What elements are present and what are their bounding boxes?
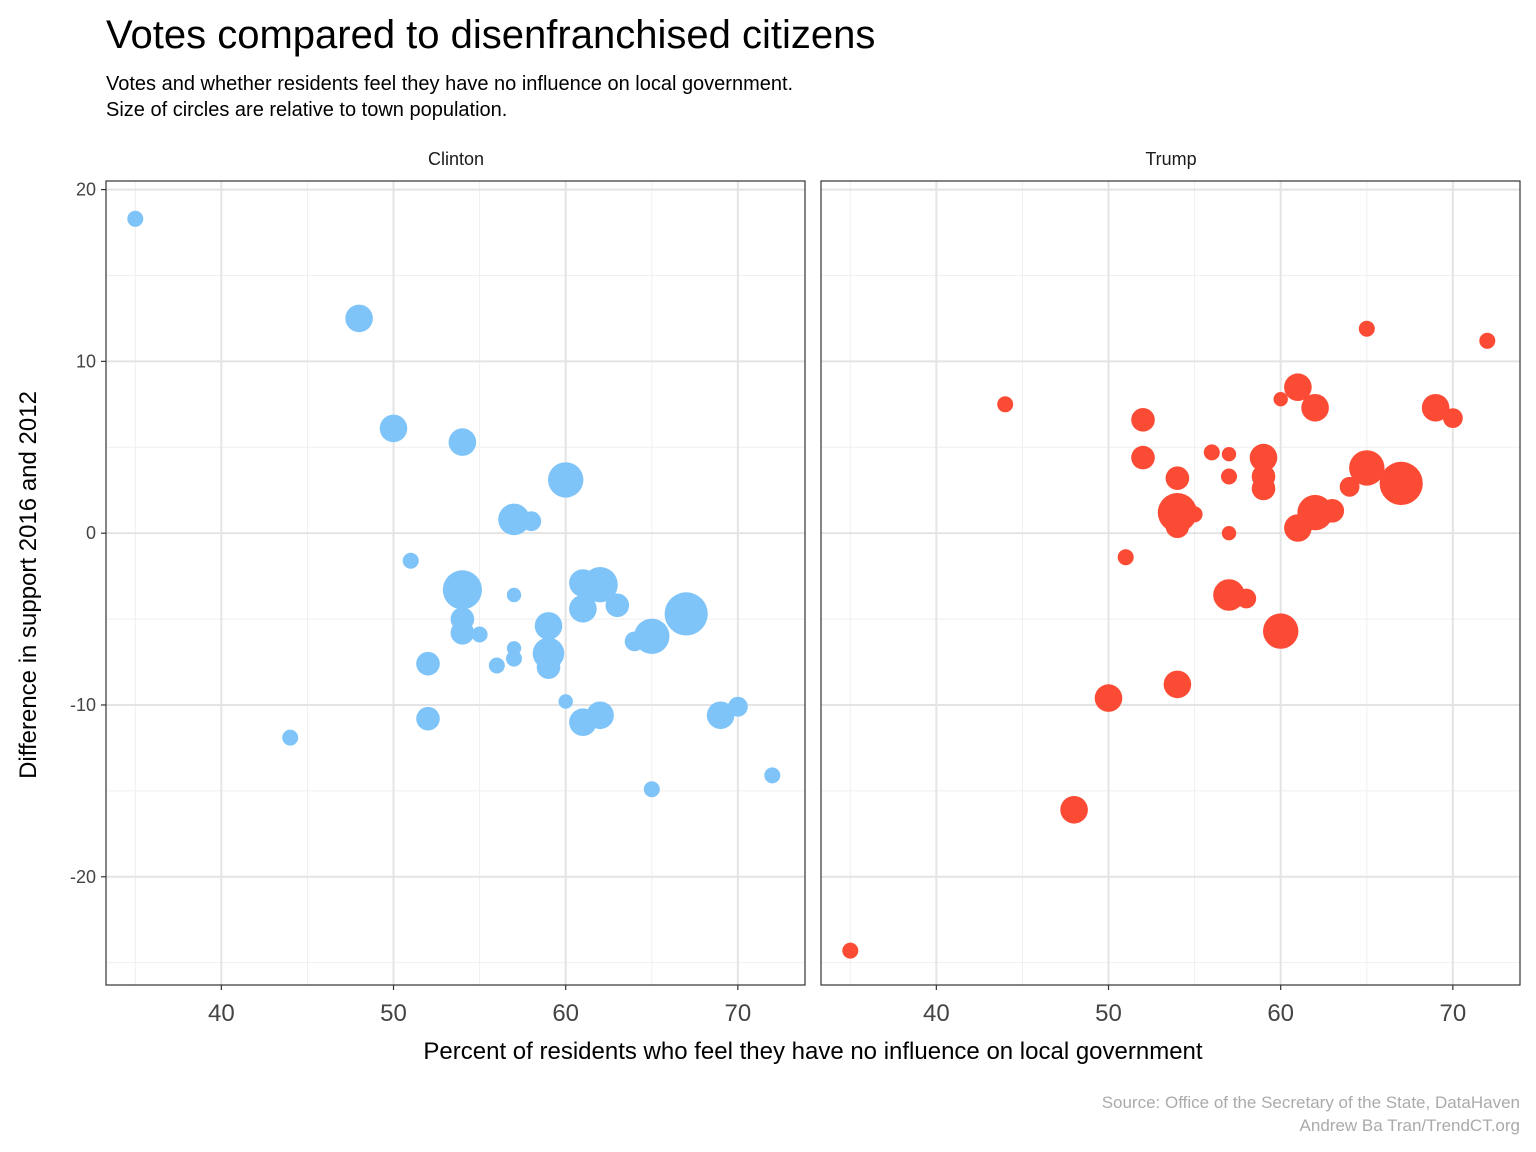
data-point-clinton: [764, 767, 781, 784]
points-clinton: [127, 210, 781, 798]
gridlines-trump: [821, 181, 1520, 985]
panel-clinton: Clinton: [105, 149, 806, 986]
data-point-trump: [1421, 394, 1450, 422]
y-tick-label: -20: [70, 867, 96, 887]
data-point-trump: [1273, 392, 1288, 407]
data-point-trump: [1349, 450, 1385, 486]
chart-title: Votes compared to disenfranchised citize…: [106, 13, 875, 57]
data-point-trump: [1117, 549, 1134, 566]
data-point-trump: [1443, 408, 1463, 428]
x-tick-label: 40: [923, 1000, 950, 1027]
points-trump: [842, 320, 1496, 959]
data-point-clinton: [558, 694, 573, 709]
data-point-trump: [1358, 320, 1375, 337]
strip-label-clinton: Clinton: [428, 149, 484, 169]
data-point-trump: [1339, 476, 1360, 497]
data-point-trump: [1094, 684, 1123, 712]
data-point-clinton: [706, 701, 735, 730]
data-point-clinton: [450, 621, 475, 645]
x-tick-label: 50: [1095, 1000, 1122, 1027]
caption-source: Source: Office of the Secretary of the S…: [1102, 1093, 1520, 1112]
data-point-clinton: [379, 414, 408, 443]
data-point-trump: [1320, 499, 1345, 523]
y-tick-label: 10: [76, 351, 96, 371]
data-point-trump: [997, 396, 1014, 413]
x-tick-label: 60: [552, 1000, 579, 1027]
data-point-trump: [1163, 670, 1192, 699]
data-point-trump: [1213, 579, 1245, 611]
data-point-clinton: [536, 655, 561, 679]
data-point-trump: [1165, 466, 1190, 491]
y-axis-ticks: 20 10 0 -10 -20: [70, 180, 106, 887]
data-point-trump: [1284, 514, 1312, 542]
caption-author: Andrew Ba Tran/TrendCT.org: [1300, 1116, 1520, 1135]
data-point-trump: [1221, 447, 1237, 462]
data-point-trump: [1203, 444, 1220, 461]
panel-frame-clinton: [105, 180, 806, 986]
x-tick-label: 70: [725, 1000, 752, 1027]
data-point-clinton: [548, 462, 584, 498]
x-tick-label: 50: [380, 1000, 407, 1027]
data-point-trump: [1301, 394, 1329, 422]
data-point-trump: [1284, 373, 1312, 402]
panel-trump: Trump: [820, 149, 1521, 986]
y-tick-label: 0: [86, 523, 96, 543]
chart-subtitle-line-2: Size of circles are relative to town pop…: [106, 99, 507, 121]
data-point-clinton: [416, 706, 440, 731]
data-point-clinton: [586, 701, 614, 730]
data-point-trump: [1131, 408, 1155, 432]
strip-label-trump: Trump: [1145, 149, 1196, 169]
data-point-clinton: [471, 626, 488, 643]
data-point-clinton: [282, 729, 299, 746]
data-point-clinton: [488, 657, 505, 674]
data-point-trump: [1221, 468, 1237, 485]
chart-subtitle-line-1: Votes and whether residents feel they ha…: [106, 73, 793, 95]
data-point-clinton: [416, 651, 440, 676]
y-tick-label: 20: [76, 180, 96, 200]
x-axis-ticks: 40 50 60 70 40 50 60 70: [208, 985, 1466, 1027]
y-axis-title: Difference in support 2016 and 2012: [15, 391, 42, 779]
data-point-trump: [1060, 796, 1088, 824]
data-point-trump: [1263, 613, 1299, 649]
data-point-clinton: [728, 696, 748, 717]
gridlines-clinton: [106, 181, 805, 985]
data-point-trump: [1165, 514, 1190, 539]
data-point-clinton: [605, 593, 630, 618]
panel-frame-trump: [820, 180, 1521, 986]
data-point-clinton: [521, 511, 542, 532]
data-point-clinton: [643, 781, 660, 798]
data-point-trump: [1131, 445, 1155, 470]
data-point-clinton: [569, 569, 597, 597]
data-point-trump: [1379, 461, 1423, 505]
data-point-trump: [1236, 588, 1257, 609]
data-point-clinton: [127, 210, 144, 227]
data-point-trump: [1249, 443, 1278, 472]
x-tick-label: 60: [1267, 1000, 1294, 1027]
data-point-clinton: [448, 428, 477, 456]
data-point-trump: [842, 942, 859, 959]
data-point-clinton: [569, 595, 597, 623]
x-tick-label: 40: [208, 1000, 235, 1027]
y-tick-label: -10: [70, 695, 96, 715]
data-point-clinton: [442, 570, 482, 610]
data-point-clinton: [506, 650, 522, 667]
data-point-trump: [1251, 476, 1276, 501]
data-point-clinton: [498, 503, 530, 536]
data-point-clinton: [402, 552, 419, 569]
data-point-clinton: [624, 631, 645, 652]
data-point-trump: [1479, 332, 1496, 349]
data-point-trump: [1221, 526, 1237, 541]
data-point-clinton: [534, 612, 563, 640]
data-point-clinton: [345, 304, 373, 333]
data-point-trump: [1186, 506, 1203, 523]
data-point-clinton: [506, 641, 522, 656]
x-tick-label: 70: [1440, 1000, 1467, 1027]
x-axis-title: Percent of residents who feel they have …: [423, 1038, 1202, 1065]
data-point-clinton: [506, 587, 522, 603]
data-point-clinton: [664, 592, 708, 636]
